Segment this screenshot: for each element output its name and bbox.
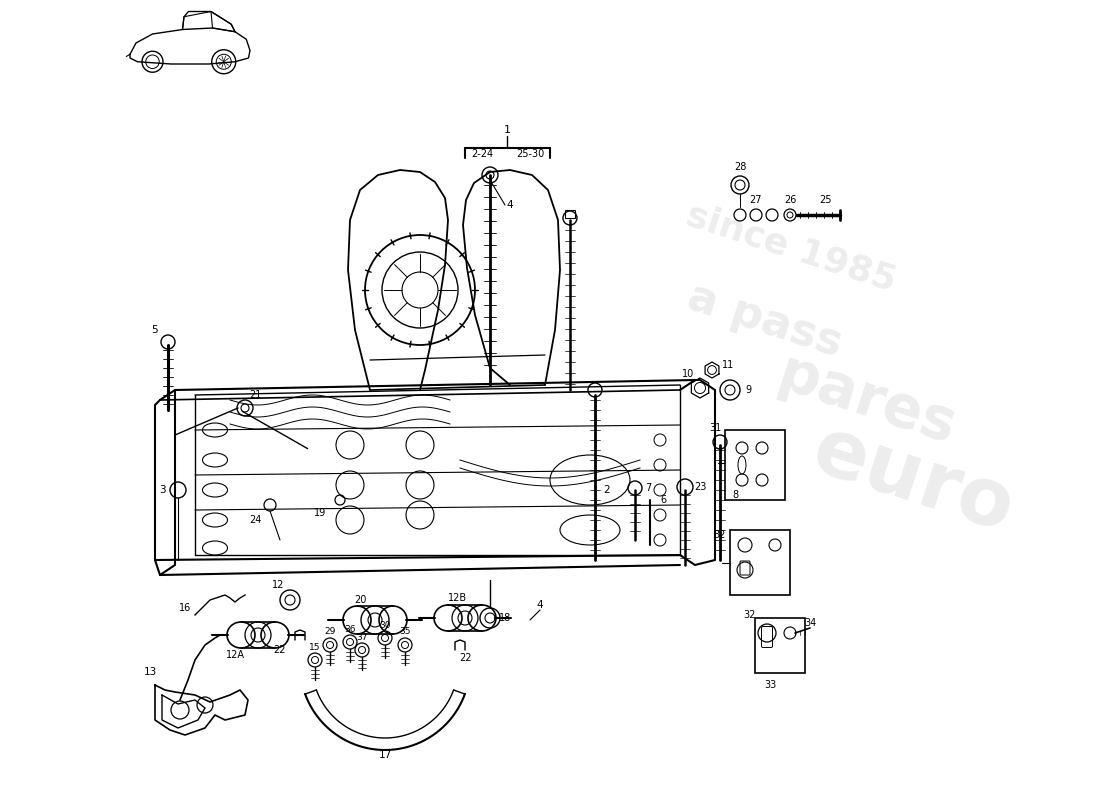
Bar — [725, 430, 785, 500]
Text: 12B: 12B — [449, 593, 468, 603]
Text: 32: 32 — [744, 610, 756, 620]
Text: 29: 29 — [324, 627, 336, 637]
Bar — [565, 210, 575, 218]
Text: 24: 24 — [249, 515, 261, 525]
Text: 12: 12 — [272, 580, 284, 590]
Text: 21: 21 — [249, 390, 261, 400]
Text: 20: 20 — [354, 595, 366, 605]
Text: 3: 3 — [158, 485, 165, 495]
Text: euro: euro — [803, 411, 1024, 549]
Text: 6: 6 — [660, 495, 667, 505]
Text: 32: 32 — [714, 530, 726, 540]
Text: 18: 18 — [499, 613, 512, 623]
Text: 23: 23 — [694, 482, 706, 492]
Text: 34: 34 — [804, 618, 816, 628]
Text: 1: 1 — [504, 125, 510, 135]
Text: 27: 27 — [749, 195, 761, 205]
Text: 22: 22 — [459, 653, 471, 663]
Text: 12A: 12A — [226, 650, 244, 660]
Text: 15: 15 — [309, 642, 321, 651]
Text: 7: 7 — [645, 483, 651, 493]
Text: 16: 16 — [179, 603, 191, 613]
Text: 11: 11 — [722, 360, 734, 370]
Text: 9: 9 — [745, 385, 751, 395]
Text: 4: 4 — [537, 600, 543, 610]
Text: 33: 33 — [763, 680, 777, 690]
Text: 10: 10 — [682, 369, 694, 379]
Text: 28: 28 — [734, 162, 746, 172]
Text: 37: 37 — [356, 633, 367, 642]
Text: 31: 31 — [708, 423, 722, 433]
Text: 2-24: 2-24 — [471, 149, 493, 159]
Text: 13: 13 — [143, 667, 156, 677]
Text: 36: 36 — [344, 625, 355, 634]
Text: since 1985: since 1985 — [682, 198, 901, 298]
Text: 5: 5 — [152, 325, 158, 335]
Text: 25-30: 25-30 — [516, 149, 544, 159]
Text: 8: 8 — [732, 490, 738, 500]
Text: 2: 2 — [604, 485, 611, 495]
Text: 4: 4 — [507, 200, 514, 210]
Text: 26: 26 — [784, 195, 796, 205]
Text: 35: 35 — [399, 627, 410, 637]
Text: a pass: a pass — [682, 274, 848, 366]
Text: 22: 22 — [274, 645, 286, 655]
Text: 25: 25 — [818, 195, 832, 205]
Bar — [755, 618, 805, 673]
Text: 19: 19 — [314, 508, 326, 518]
Text: 30: 30 — [379, 621, 390, 630]
Text: 17: 17 — [378, 750, 392, 760]
Text: pares: pares — [770, 345, 962, 455]
Bar — [730, 530, 790, 595]
